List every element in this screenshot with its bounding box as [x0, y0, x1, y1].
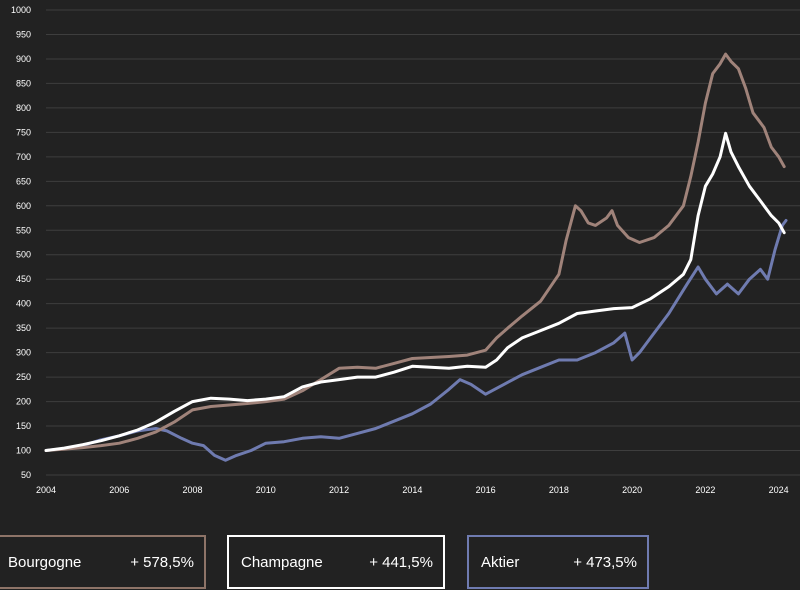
x-tick-label-2008: 2008 — [183, 485, 203, 495]
x-tick-label-2016: 2016 — [476, 485, 496, 495]
series-line-bourgogne — [44, 52, 786, 452]
legend-item-aktier: Aktier + 473,5% — [467, 535, 649, 589]
chart-svg: 50 100 150 200 250 300 350 400 450 500 550 600 650 70… — [11, 5, 800, 495]
y-tick-label-250: 250 — [16, 372, 31, 382]
y-tick-label-400: 400 — [16, 299, 31, 309]
x-tick-label-2010: 2010 — [256, 485, 276, 495]
x-tick-label-2022: 2022 — [695, 485, 715, 495]
x-tick-label-2020: 2020 — [622, 485, 642, 495]
y-tick-label-600: 600 — [16, 201, 31, 211]
series-line-aktier — [44, 219, 788, 462]
legend-change-bourgogne: + 578,5% — [130, 553, 194, 571]
legend-change-champagne: + 441,5% — [369, 553, 433, 571]
y-tick-label-500: 500 — [16, 250, 31, 260]
y-tick-label-550: 550 — [16, 225, 31, 235]
legend-change-aktier: + 473,5% — [573, 553, 637, 571]
y-tick-label-450: 450 — [16, 274, 31, 284]
y-tick-label-50: 50 — [21, 470, 31, 480]
y-tick-label-650: 650 — [16, 176, 31, 186]
y-tick-label-1000: 1000 — [11, 5, 31, 15]
y-tick-label-800: 800 — [16, 103, 31, 113]
y-tick-label-750: 750 — [16, 127, 31, 137]
y-tick-label-700: 700 — [16, 152, 31, 162]
x-tick-label-2006: 2006 — [109, 485, 129, 495]
x-tick-label-2012: 2012 — [329, 485, 349, 495]
legend-label-champagne: Champagne — [241, 553, 323, 571]
y-tick-label-200: 200 — [16, 397, 31, 407]
y-tick-label-100: 100 — [16, 446, 31, 456]
legend-item-champagne: Champagne + 441,5% — [227, 535, 445, 589]
y-tick-label-850: 850 — [16, 78, 31, 88]
x-tick-label-2018: 2018 — [549, 485, 569, 495]
y-tick-label-350: 350 — [16, 323, 31, 333]
legend-label-bourgogne: Bourgogne — [8, 553, 82, 571]
series-line-champagne — [44, 131, 786, 452]
x-tick-label-2024: 2024 — [769, 485, 789, 495]
line-chart: 50 100 150 200 250 300 350 400 450 500 550 600 650 70… — [11, 5, 800, 495]
legend-item-bourgogne: Bourgogne + 578,5% — [0, 535, 206, 589]
y-tick-label-150: 150 — [16, 421, 31, 431]
y-tick-label-900: 900 — [16, 54, 31, 64]
y-tick-label-300: 300 — [16, 348, 31, 358]
x-tick-label-2014: 2014 — [402, 485, 422, 495]
x-tick-label-2004: 2004 — [36, 485, 56, 495]
legend-label-aktier: Aktier — [481, 553, 520, 571]
y-tick-label-950: 950 — [16, 29, 31, 39]
